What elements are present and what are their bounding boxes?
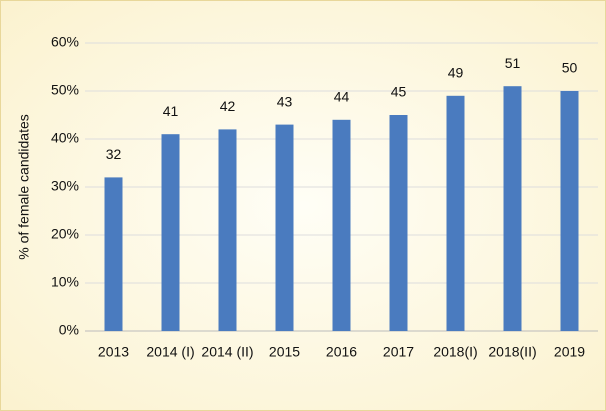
- x-tick-label: 2018(II): [488, 344, 536, 360]
- bar: [275, 124, 294, 331]
- bar: [104, 177, 123, 331]
- y-tick-label: 50%: [51, 82, 79, 98]
- data-label: 50: [562, 60, 578, 76]
- bar: [218, 129, 237, 331]
- y-tick-label: 40%: [51, 130, 79, 146]
- x-tick-label: 2013: [98, 344, 129, 360]
- data-label: 45: [391, 84, 407, 100]
- bar: [446, 95, 465, 331]
- data-label: 51: [505, 55, 521, 71]
- data-label: 44: [334, 89, 350, 105]
- data-label: 43: [277, 93, 293, 109]
- y-tick-label: 30%: [51, 178, 79, 194]
- bar: [503, 86, 522, 331]
- x-tick-label: 2018(I): [433, 344, 477, 360]
- y-tick-label: 60%: [51, 34, 79, 50]
- x-tick-label: 2019: [554, 344, 585, 360]
- bar: [389, 115, 408, 331]
- x-tick-label: 2016: [326, 344, 357, 360]
- bar: [161, 134, 180, 331]
- x-tick-label: 2017: [383, 344, 414, 360]
- data-label: 49: [448, 65, 464, 81]
- data-label: 41: [163, 103, 179, 119]
- y-axis-label: % of female candidates: [16, 114, 32, 260]
- bar: [560, 91, 579, 331]
- x-tick-label: 2015: [269, 344, 300, 360]
- data-label: 42: [220, 98, 236, 114]
- y-tick-label: 0%: [59, 322, 79, 338]
- x-tick-label: 2014 (II): [201, 344, 253, 360]
- x-tick-label: 2014 (I): [146, 344, 194, 360]
- y-tick-label: 10%: [51, 274, 79, 290]
- bar: [332, 119, 351, 331]
- data-label: 32: [106, 146, 122, 162]
- y-tick-label: 20%: [51, 226, 79, 242]
